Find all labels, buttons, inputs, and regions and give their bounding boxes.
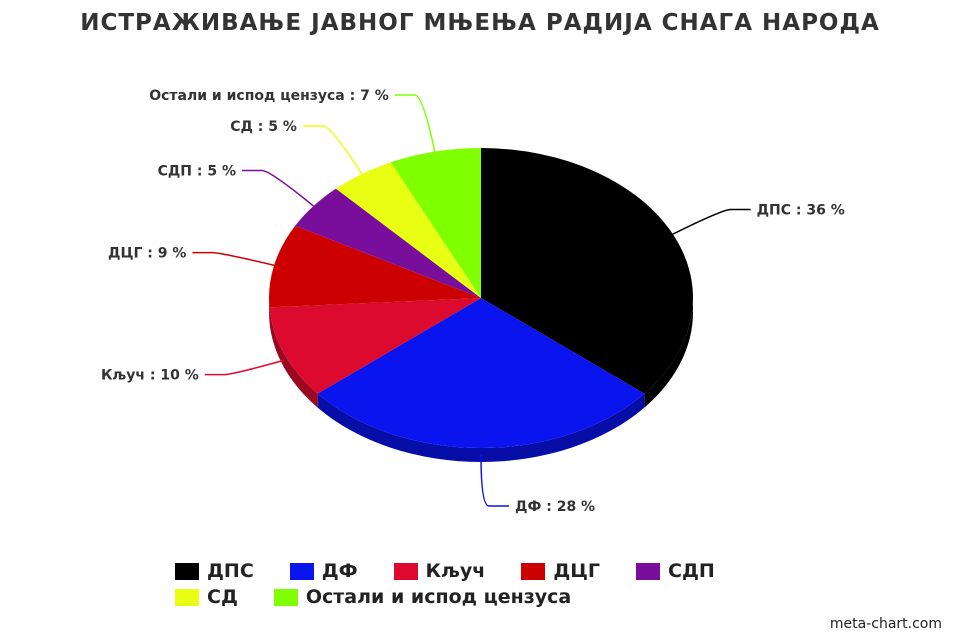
- legend-item[interactable]: ДЦГ: [521, 558, 600, 584]
- legend-swatch: [273, 588, 298, 606]
- legend-item[interactable]: Остали и испод цензуса: [273, 584, 572, 610]
- leader-line: [394, 94, 436, 152]
- legend-label: ДПС: [207, 560, 254, 582]
- pie-slice[interactable]: [390, 148, 481, 298]
- slice-data-label: Кључ : 10 %: [101, 368, 199, 384]
- leader-line: [302, 125, 363, 175]
- legend-swatch: [289, 562, 314, 580]
- watermark: meta-chart.com: [829, 616, 942, 632]
- pie-slice[interactable]: [335, 162, 481, 298]
- legend-label: Кључ: [425, 560, 486, 582]
- legend-item[interactable]: Кључ: [393, 558, 486, 584]
- leader-line: [242, 169, 314, 207]
- legend-swatch: [393, 562, 418, 580]
- slice-data-label: Остали и испод цензуса : 7 %: [149, 88, 389, 104]
- pie-slice[interactable]: [295, 188, 481, 298]
- leader-line: [480, 454, 509, 507]
- slice-data-label: ДЦГ : 9 %: [108, 246, 186, 262]
- legend-item[interactable]: СД: [175, 584, 238, 610]
- pie-slice-side: [269, 307, 318, 408]
- slice-data-label: ДПС : 36 %: [757, 202, 845, 218]
- legend-item[interactable]: ДПС: [175, 558, 254, 584]
- legend-label: СД: [207, 586, 238, 608]
- pie-slice[interactable]: [481, 148, 693, 394]
- legend-swatch: [521, 562, 546, 580]
- legend-label: Остали и испод цензуса: [305, 586, 572, 608]
- leader-line: [672, 208, 751, 235]
- legend-label: СДП: [668, 560, 715, 582]
- legend-label: ДФ: [321, 560, 358, 582]
- pie-slice[interactable]: [269, 225, 481, 308]
- legend-label: ДЦГ: [553, 560, 600, 582]
- legend-swatch: [636, 562, 660, 580]
- slice-data-label: СД : 5 %: [230, 119, 297, 135]
- pie-slice[interactable]: [317, 298, 645, 448]
- leader-line: [204, 359, 285, 376]
- legend-swatch: [175, 588, 199, 606]
- legend-item[interactable]: ДФ: [289, 558, 358, 584]
- slice-data-label: ДФ : 28 %: [515, 499, 595, 515]
- legend-swatch: [175, 562, 199, 580]
- chart-title: ИСТРАЖИВАЊЕ ЈАВНОГ МЊЕЊА РАДИЈА СНАГА НА…: [80, 10, 880, 36]
- leader-line: [192, 251, 275, 267]
- chart-legend: ДПС ДФ Кључ ДЦГ СДП СД Остали и испод цензуса: [175, 558, 835, 610]
- slice-data-label: СДП : 5 %: [158, 164, 236, 180]
- legend-item[interactable]: СДП: [636, 558, 715, 584]
- pie-slice[interactable]: [269, 298, 481, 394]
- pie-slice-side: [317, 393, 645, 462]
- pie-slice-side: [644, 298, 693, 408]
